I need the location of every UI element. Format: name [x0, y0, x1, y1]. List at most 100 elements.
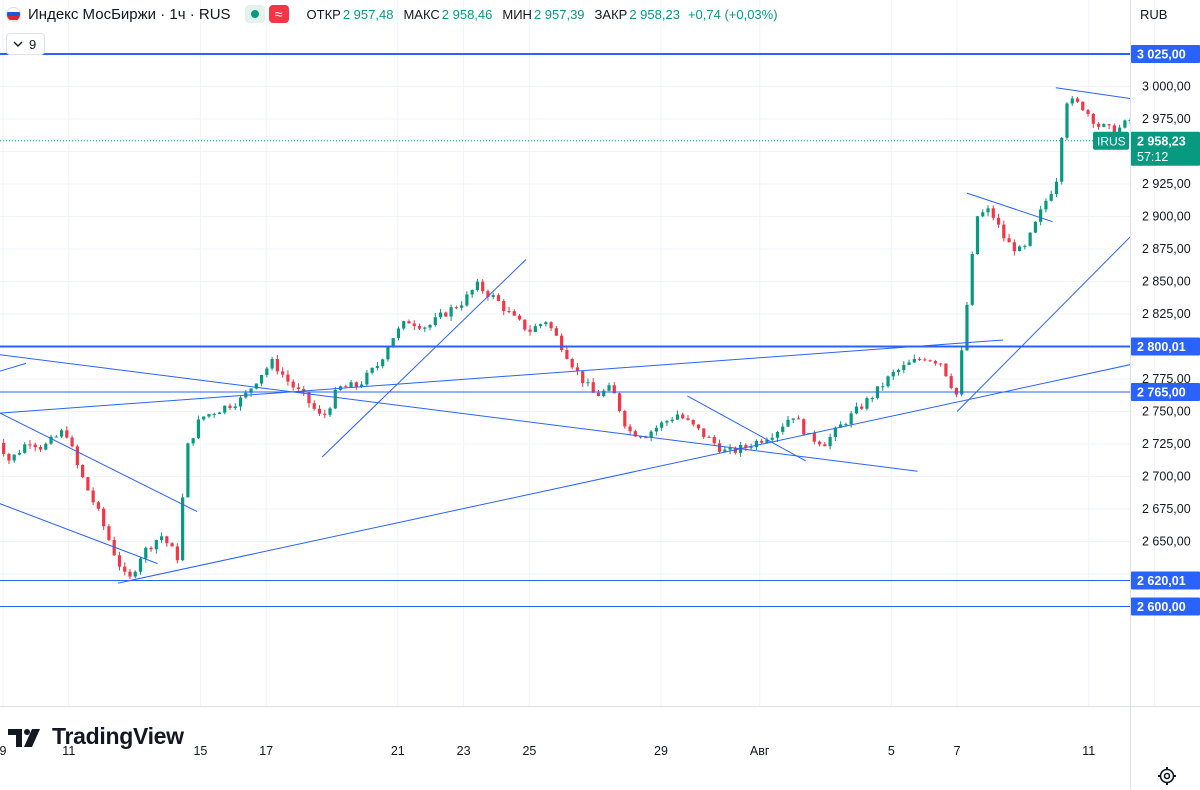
tradingview-logo[interactable]: TradingView — [8, 723, 184, 750]
candle-down — [1107, 124, 1111, 126]
approx-data-icon[interactable]: ≈ — [268, 5, 289, 23]
price-tick-label: 3 000,00 — [1142, 80, 1191, 94]
candle-up — [223, 405, 227, 413]
candle-up — [1049, 194, 1053, 201]
candle-down — [507, 310, 511, 312]
level-price-badge[interactable] — [1131, 337, 1200, 356]
candle-up — [265, 368, 269, 375]
trend-line[interactable] — [1055, 87, 1200, 144]
candle-down — [38, 447, 43, 450]
price-tick-label: 2 750,00 — [1142, 405, 1191, 419]
level-price-label: 2 620,01 — [1137, 574, 1186, 588]
market-open-dot-icon[interactable] — [244, 5, 265, 23]
candle-up — [428, 324, 432, 328]
price-tick-label: 2 675,00 — [1142, 502, 1191, 516]
candle-up — [902, 364, 906, 370]
candle-up — [965, 304, 969, 351]
candle-up — [907, 362, 911, 365]
candle-up — [1118, 127, 1122, 136]
candle-down — [96, 502, 101, 509]
candle-up — [202, 416, 206, 420]
level-price-badge[interactable] — [1131, 383, 1200, 401]
candle-down — [481, 281, 485, 292]
open-label: ОТКР — [306, 6, 341, 22]
candle-down — [570, 359, 574, 368]
indicators-toggle[interactable]: 9 — [6, 33, 46, 55]
symbol-header: Индекс МосБиржи · 1ч · RUS ≈ ОТКР 2 957,4… — [6, 4, 778, 24]
candle-up — [460, 305, 464, 308]
price-tick-label: 2 850,00 — [1142, 275, 1191, 289]
candle-up — [49, 436, 53, 444]
candle-down — [512, 311, 516, 316]
candle-down — [549, 322, 553, 329]
close-label: ЗАКР — [594, 6, 628, 22]
candle-down — [560, 335, 564, 351]
tradingview-logo-icon — [8, 728, 40, 747]
candle-down — [696, 424, 701, 429]
candle-down — [760, 440, 764, 443]
candle-down — [591, 382, 595, 393]
gear-icon[interactable] — [1157, 766, 1177, 786]
candle-up — [586, 382, 590, 384]
countdown-label: 57:12 — [1137, 150, 1168, 164]
candle-down — [996, 217, 1001, 225]
candle-down — [102, 508, 106, 527]
candle-down — [944, 363, 948, 377]
candle-down — [581, 371, 585, 384]
close-value: 2 958,23 — [629, 6, 680, 22]
trend-line[interactable] — [0, 353, 918, 472]
candle-down — [317, 408, 322, 414]
candle-down — [1081, 101, 1085, 111]
trend-line[interactable] — [966, 192, 1053, 223]
candle-up — [233, 406, 237, 409]
candle-down — [486, 291, 490, 297]
candle-up — [217, 412, 222, 415]
ohlc-values: ОТКР 2 957,48 МАКС 2 958,46 МИН 2 957,39 ЗА… — [301, 7, 778, 22]
trend-line[interactable] — [956, 70, 1200, 412]
candle-down — [1112, 125, 1116, 136]
candle-up — [865, 398, 869, 409]
trend-line[interactable] — [0, 362, 27, 375]
candle-up — [1060, 137, 1064, 182]
trend-line[interactable] — [118, 269, 1200, 584]
last-price-label: 2 958,23 — [1137, 134, 1186, 148]
candle-up — [728, 447, 732, 450]
high-value: 2 958,46 — [441, 6, 493, 22]
candle-down — [33, 444, 37, 448]
candle-up — [970, 254, 974, 305]
chevron-down-icon — [13, 41, 23, 47]
symbol-title[interactable]: Индекс МосБиржи · 1ч · RUS — [28, 5, 231, 23]
level-price-badge[interactable] — [1131, 597, 1200, 616]
candle-up — [844, 424, 848, 426]
trend-line[interactable] — [0, 406, 198, 513]
candle-down — [454, 307, 458, 309]
candle-down — [702, 428, 706, 437]
trend-line[interactable] — [0, 499, 158, 565]
candle-down — [417, 326, 422, 329]
trend-line[interactable] — [321, 259, 527, 458]
level-price-badge[interactable] — [1131, 571, 1200, 590]
candle-up — [259, 374, 264, 384]
candle-down — [412, 323, 416, 327]
candle-up — [602, 390, 606, 397]
candle-down — [323, 413, 327, 415]
candle-up — [749, 447, 753, 449]
candle-up — [44, 443, 48, 450]
candle-up — [475, 281, 480, 291]
trend-line[interactable] — [687, 395, 807, 462]
candle-down — [712, 437, 716, 444]
candle-up — [254, 383, 258, 389]
candle-up — [370, 367, 374, 373]
candle-down — [1086, 110, 1090, 114]
trend-line[interactable] — [0, 339, 1004, 414]
price-tick-label: 2 875,00 — [1142, 242, 1191, 256]
candle-down — [86, 477, 90, 491]
candle-up — [1102, 124, 1106, 127]
candle-down — [554, 328, 558, 336]
currency-button[interactable]: RUB — [1140, 6, 1168, 22]
candle-up — [1018, 246, 1022, 252]
level-price-badge[interactable] — [1131, 45, 1200, 63]
russia-flag-icon — [6, 6, 21, 22]
candle-up — [1039, 209, 1043, 222]
